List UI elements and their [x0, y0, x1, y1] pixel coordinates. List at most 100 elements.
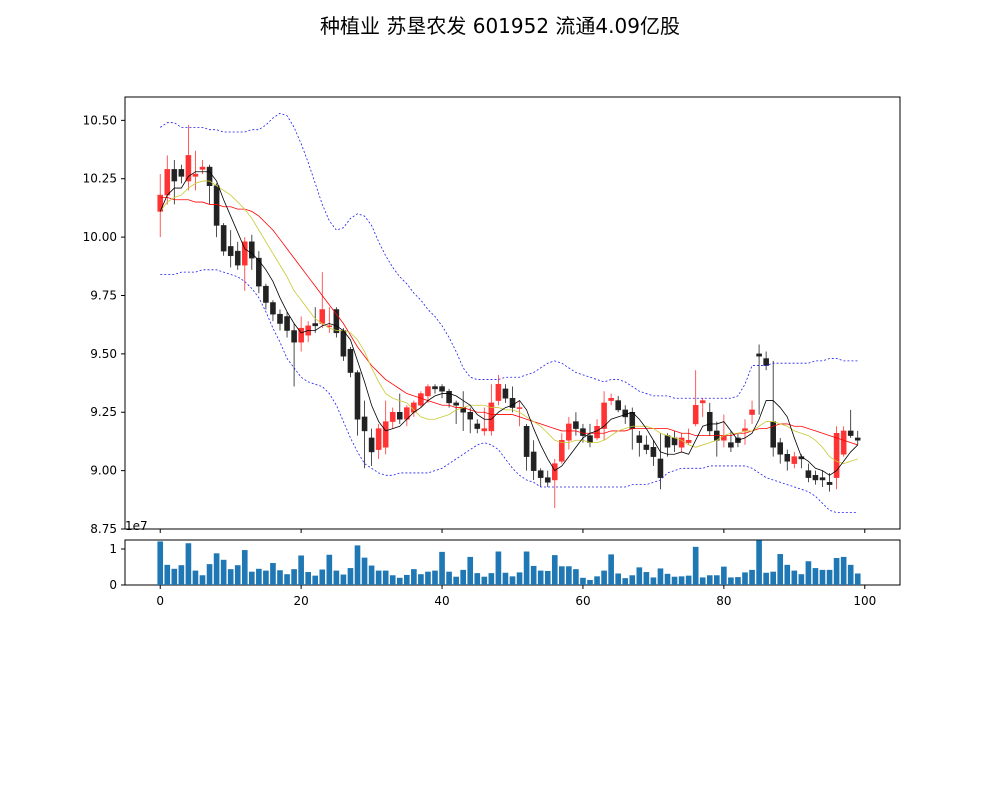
volume-bar — [650, 577, 657, 585]
candle-body — [164, 169, 171, 196]
volume-bar — [847, 564, 854, 585]
volume-bar — [671, 576, 678, 585]
volume-bar — [551, 555, 558, 585]
volume-exponent-label: 1e7 — [125, 519, 148, 533]
candle-body — [509, 397, 516, 408]
volume-bar — [220, 559, 227, 585]
candle-body — [213, 185, 220, 226]
candle-body — [446, 390, 452, 404]
candle-body — [432, 386, 438, 390]
volume-bar — [418, 574, 424, 585]
chart-title: 种植业 苏垦农发 601952 流通4.09亿股 — [320, 14, 680, 38]
volume-x-tick-label: 60 — [575, 594, 590, 608]
volume-bar — [805, 561, 812, 585]
candle-body — [354, 372, 361, 420]
volume-bar — [446, 571, 452, 585]
volume-bar — [826, 569, 833, 585]
volume-bar — [833, 558, 840, 585]
volume-bar — [495, 551, 502, 585]
volume-bar — [199, 575, 206, 585]
volume-bar — [643, 572, 650, 585]
volume-bar — [678, 576, 685, 585]
candle-body — [664, 435, 671, 448]
candle-body — [854, 437, 861, 441]
candle-body — [551, 463, 558, 481]
volume-bar — [333, 570, 340, 585]
volume-bar — [664, 573, 671, 585]
candle-body — [791, 456, 798, 464]
candle-body — [516, 407, 523, 409]
candle-body — [643, 444, 650, 450]
volume-bar — [481, 576, 488, 585]
candle-body — [453, 402, 459, 406]
volume-bar — [270, 563, 276, 585]
candle-body — [763, 358, 769, 366]
volume-bar — [516, 572, 523, 585]
volume-bar — [714, 575, 720, 585]
candle-body — [495, 383, 502, 401]
ma20-line — [160, 197, 858, 446]
candle-body — [523, 426, 530, 457]
volume-bar — [636, 567, 643, 585]
volume-bar — [347, 568, 354, 585]
candle-body — [467, 411, 474, 420]
volume-bar — [622, 578, 629, 585]
candle-body — [544, 477, 551, 483]
candle-body — [206, 166, 213, 186]
candle-body — [192, 173, 199, 177]
volume-bar — [319, 569, 326, 585]
volume-x-tick-label: 40 — [434, 594, 449, 608]
volume-bar — [291, 569, 297, 585]
volume-bar — [375, 570, 382, 585]
candle-body — [826, 482, 833, 485]
volume-bar — [819, 569, 826, 585]
volume-bar — [544, 570, 551, 585]
volume-bar — [241, 550, 248, 585]
candle-body — [840, 430, 847, 455]
volume-bar — [425, 571, 431, 585]
volume-bar — [206, 564, 213, 585]
volume-bar — [784, 564, 791, 585]
candle-body — [368, 437, 375, 453]
volume-bar — [432, 570, 438, 585]
boll-lower-line — [160, 269, 858, 514]
volume-bar — [692, 546, 699, 585]
volume-bar — [171, 568, 178, 585]
price-y-tick-label: 9.75 — [90, 288, 117, 302]
volume-bar — [361, 557, 368, 585]
volume-bar — [601, 570, 607, 585]
volume-bar — [566, 566, 572, 585]
volume-x-tick-label: 20 — [293, 594, 308, 608]
candle-body — [657, 458, 664, 478]
volume-bar — [580, 577, 586, 585]
volume-bar — [185, 543, 192, 585]
volume-bar — [439, 551, 445, 585]
volume-bar — [587, 579, 593, 585]
volume-bar — [340, 574, 347, 585]
candle-body — [699, 400, 706, 404]
price-y-tick-label: 10.25 — [83, 172, 117, 186]
volume-bar — [706, 575, 713, 585]
volume-bar — [453, 576, 459, 585]
candle-body — [678, 437, 685, 448]
volume-bar — [234, 565, 241, 585]
candle-body — [291, 330, 297, 343]
volume-bar — [721, 566, 727, 585]
volume-bar — [735, 577, 741, 585]
price-y-tick-label: 9.00 — [90, 464, 117, 478]
candle-body — [333, 309, 340, 334]
candle-body — [375, 428, 382, 450]
candle-body — [636, 435, 643, 443]
boll-upper-line — [160, 112, 858, 399]
volume-bar — [192, 570, 199, 585]
volume-bar — [312, 575, 319, 585]
candle-body — [340, 330, 347, 357]
volume-bar — [798, 574, 805, 585]
candle-body — [284, 316, 290, 331]
volume-bar — [594, 576, 600, 585]
candle-body — [227, 246, 234, 257]
volume-bar — [298, 555, 304, 585]
volume-bar — [509, 576, 516, 585]
volume-bar — [756, 540, 762, 585]
